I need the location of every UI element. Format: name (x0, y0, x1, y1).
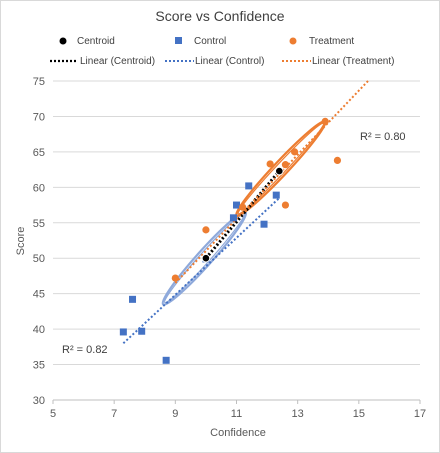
treatment-point (239, 203, 247, 211)
gridlines (53, 80, 420, 401)
y-tick-label: 35 (33, 360, 45, 372)
control-point (119, 328, 127, 336)
treatment-point (281, 161, 290, 169)
trendlines (122, 80, 369, 345)
x-tick-label: 5 (50, 408, 56, 420)
y-tick-label: 75 (33, 76, 45, 88)
treatment-point (266, 160, 274, 168)
legend: Centroid Control Treatment Linear (Centr… (50, 36, 394, 67)
legend-centroid-label: Centroid (77, 36, 115, 47)
y-tick-label: 50 (33, 253, 45, 265)
y-tick-label: 30 (33, 395, 45, 407)
chart-title: Score vs Confidence (155, 8, 284, 24)
x-tick-label: 15 (353, 408, 365, 420)
x-tick-label: 7 (111, 408, 117, 420)
legend-control-label: Control (194, 36, 226, 47)
legend-control-marker (175, 37, 182, 44)
legend-linear-centroid-label: Linear (Centroid) (80, 56, 155, 67)
control-point (233, 201, 240, 209)
x-tick-label: 9 (172, 408, 178, 420)
treatment-point (281, 201, 290, 209)
control-point (245, 182, 253, 190)
trendline-linear--control- (122, 197, 280, 345)
y-axis-title: Score (15, 227, 27, 256)
r2-control-label: R² = 0.82 (62, 344, 108, 356)
control-point (272, 191, 280, 199)
control-point (162, 356, 170, 364)
y-tick-label: 55 (33, 218, 45, 230)
control-point (138, 327, 146, 335)
x-axis-title: Confidence (210, 427, 266, 439)
y-tick-label: 65 (33, 147, 45, 159)
axes: 30 35 40 45 50 55 60 65 70 75 5 7 9 11 13 15 17 (33, 76, 426, 420)
centroid-point (275, 166, 284, 176)
y-tick-label: 40 (33, 324, 45, 336)
treatment-point (333, 156, 342, 164)
x-tick-label: 17 (414, 408, 426, 420)
x-tick-label: 13 (292, 408, 304, 420)
y-tick-label: 70 (33, 111, 45, 123)
legend-treatment-marker (289, 37, 297, 45)
legend-centroid-marker (59, 37, 67, 45)
control-point (260, 220, 268, 228)
treatment-point (202, 226, 210, 234)
legend-linear-treatment-label: Linear (Treatment) (312, 56, 394, 67)
treatment-point (291, 148, 299, 156)
control-point (129, 295, 137, 303)
y-tick-label: 60 (33, 182, 45, 194)
treatment-point (171, 274, 179, 282)
treatment-point (321, 117, 329, 126)
x-tick-label: 11 (231, 408, 242, 420)
centroid-point (201, 253, 211, 263)
y-tick-label: 45 (33, 289, 45, 301)
r2-treatment-label: R² = 0.80 (360, 131, 406, 143)
legend-treatment-label: Treatment (309, 36, 354, 47)
legend-linear-control-label: Linear (Control) (195, 56, 264, 67)
trendline-linear--treatment- (174, 80, 369, 284)
control-point (229, 214, 237, 222)
data-points (119, 117, 342, 364)
